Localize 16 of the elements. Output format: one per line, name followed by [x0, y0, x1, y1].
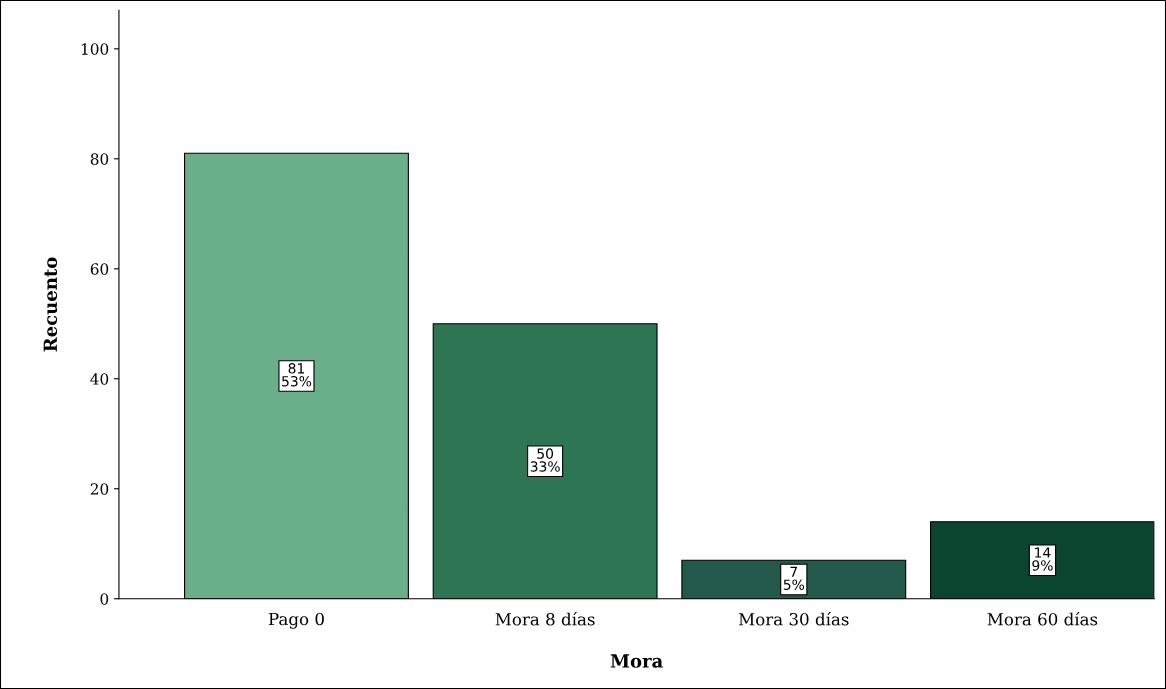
x-tick-label: Mora 60 días [987, 611, 1098, 626]
x-axis-title: Mora [610, 654, 663, 668]
y-tick-label: 40 [90, 373, 109, 385]
y-tick-label: 100 [81, 43, 109, 55]
y-tick-label: 0 [100, 593, 109, 605]
data-label: 7 5% [783, 566, 805, 590]
x-tick-label: Mora 8 días [495, 611, 595, 626]
y-tick-label: 20 [90, 483, 109, 495]
y-tick-label: 80 [90, 153, 109, 165]
data-label: 81 53% [282, 363, 312, 387]
x-tick-label: Pago 0 [268, 612, 324, 629]
y-axis-title: Recuento [43, 257, 58, 352]
x-tick-label: Mora 30 días [738, 611, 849, 626]
y-tick-label: 60 [90, 263, 109, 275]
data-label: 50 33% [530, 448, 560, 472]
data-label: 14 9% [1032, 547, 1053, 571]
